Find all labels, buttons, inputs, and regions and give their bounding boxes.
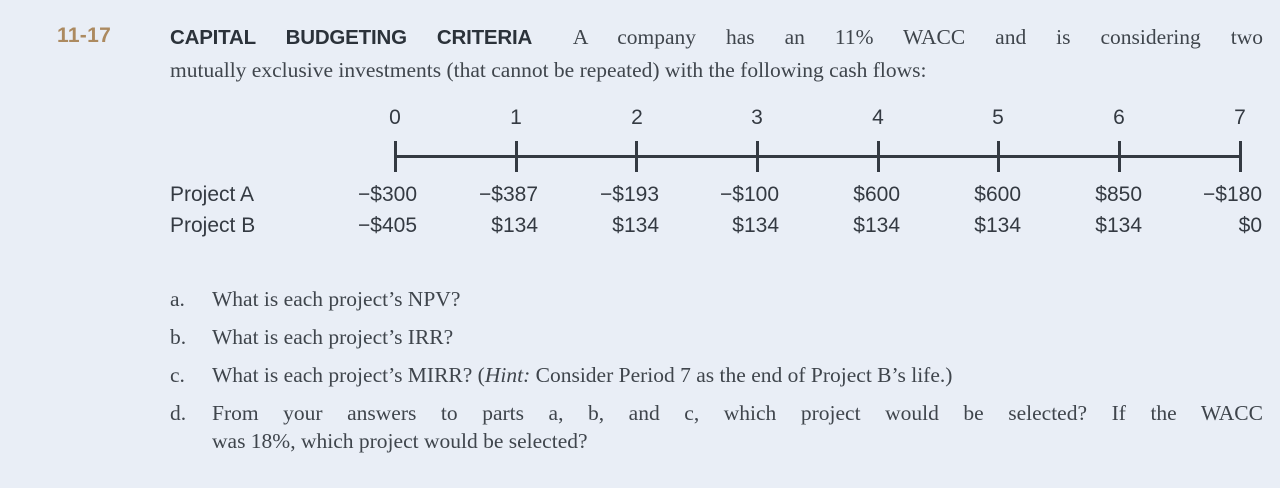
cashflow-value: −$300: [358, 183, 417, 206]
timeline-tick: [1118, 141, 1121, 172]
cashflow-value: −$405: [358, 214, 417, 237]
timeline-tick: [756, 141, 759, 172]
question-c-label: c.: [170, 363, 185, 387]
question-c-text-pre: What is each project’s MIRR? (: [212, 363, 485, 387]
timeline-axis: [395, 155, 1241, 158]
question-a-text: What is each project’s NPV?: [212, 287, 461, 311]
timeline-tick: [877, 141, 880, 172]
intro-text-line2: mutually exclusive investments (that can…: [170, 58, 927, 82]
timeline-period-label: 3: [751, 106, 763, 129]
question-d: d. From your answers to parts a, b, and …: [170, 399, 1263, 455]
question-c: c. What is each project’s MIRR? (Hint: C…: [170, 361, 1263, 389]
timeline-period-label: 4: [872, 106, 884, 129]
question-c-text-post: Consider Period 7 as the end of Project …: [530, 363, 953, 387]
cashflow-value: $134: [612, 214, 659, 237]
cashflow-value: $850: [1095, 183, 1142, 206]
question-d-text-line1: From your answers to parts a, b, and c, …: [212, 401, 1263, 425]
timeline-period-label: 5: [992, 106, 1004, 129]
intro-line-1: CAPITAL BUDGETING CRITERIA A company has…: [170, 21, 1263, 54]
cashflow-value: $134: [491, 214, 538, 237]
question-c-hint: Hint:: [484, 363, 531, 387]
project-row-label: Project A: [170, 183, 255, 206]
cashflow-value: $134: [974, 214, 1021, 237]
cashflow-value: $600: [974, 183, 1021, 206]
timeline-period-label: 6: [1113, 106, 1125, 129]
cashflow-value: −$100: [720, 183, 779, 206]
problem-title: CAPITAL BUDGETING CRITERIA: [170, 26, 533, 49]
cashflow-row-project-a: Project A −$300 −$387 −$193 −$100 $600 $…: [0, 183, 1280, 210]
timeline-period-label: 2: [631, 106, 643, 129]
question-a-label: a.: [170, 287, 185, 311]
question-b: b. What is each project’s IRR?: [170, 323, 1263, 351]
cashflow-value: $134: [1095, 214, 1142, 237]
question-a: a. What is each project’s NPV?: [170, 285, 1263, 313]
cashflow-value: −$387: [479, 183, 538, 206]
cashflow-row-project-b: Project B −$405 $134 $134 $134 $134 $134…: [0, 214, 1280, 241]
question-d-text-line2: was 18%, which project would be selected…: [212, 429, 588, 453]
cashflow-value: $134: [853, 214, 900, 237]
question-b-label: b.: [170, 325, 187, 349]
timeline-period-label: 0: [389, 106, 401, 129]
problem-number: 11-17: [57, 24, 112, 47]
cashflow-value: $0: [1238, 214, 1262, 237]
timeline-tick: [394, 141, 397, 172]
cashflow-value: $600: [853, 183, 900, 206]
timeline-period-label: 7: [1234, 106, 1246, 129]
intro-text-line1: A company has an 11% WACC and is conside…: [572, 25, 1263, 49]
cashflow-value: −$193: [600, 183, 659, 206]
question-list: a. What is each project’s NPV? b. What i…: [170, 285, 1263, 465]
problem-intro: CAPITAL BUDGETING CRITERIA A company has…: [170, 21, 1263, 86]
timeline-tick: [515, 141, 518, 172]
project-row-label: Project B: [170, 214, 256, 237]
timeline-tick: [997, 141, 1000, 172]
timeline-tick: [1239, 141, 1242, 172]
timeline-period-label: 1: [510, 106, 522, 129]
question-d-label: d.: [170, 401, 187, 425]
cashflow-value: $134: [732, 214, 779, 237]
question-b-text: What is each project’s IRR?: [212, 325, 454, 349]
cashflow-value: −$180: [1203, 183, 1262, 206]
timeline-tick: [635, 141, 638, 172]
